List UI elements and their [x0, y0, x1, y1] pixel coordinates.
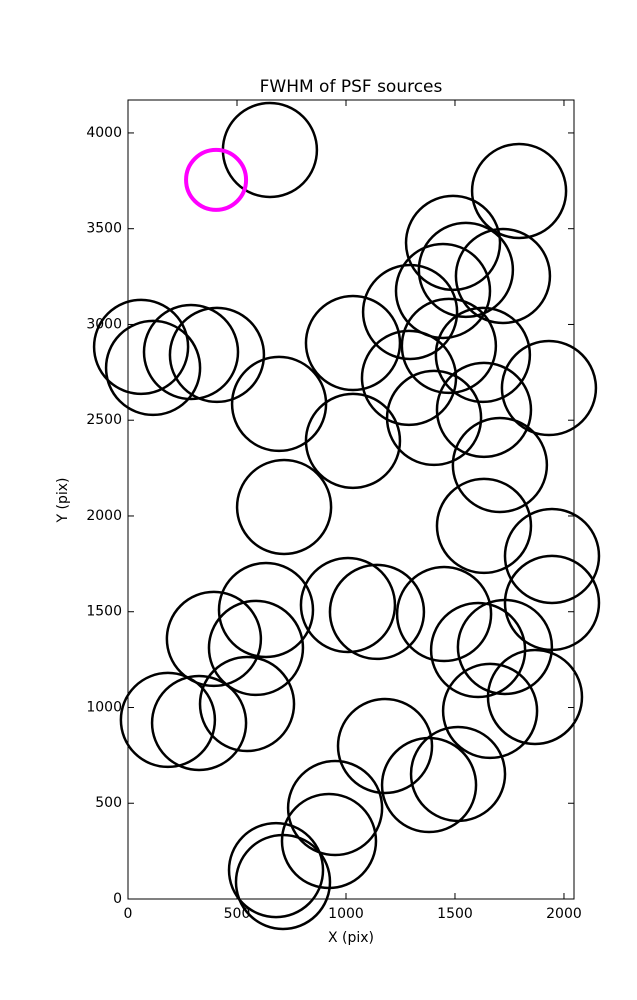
y-tick-label: 3500	[86, 221, 122, 237]
source-circle	[395, 565, 493, 663]
source-circle	[434, 306, 532, 404]
x-tick-label: 1000	[328, 906, 364, 922]
x-tick-label: 2000	[546, 906, 582, 922]
source-circle	[286, 759, 384, 857]
source-circle	[435, 477, 533, 575]
source-circle	[234, 833, 332, 931]
y-tick-label: 0	[113, 891, 122, 907]
source-circle	[230, 355, 328, 453]
source-circle	[217, 561, 315, 659]
source-circle	[451, 416, 549, 514]
y-tick-label: 2500	[86, 412, 122, 428]
source-circle	[404, 194, 502, 292]
source-circle	[336, 697, 434, 795]
source-circle	[441, 662, 539, 760]
source-circle	[104, 319, 202, 417]
source-circle	[394, 242, 492, 340]
source-circle	[304, 392, 402, 490]
x-tick-label: 1500	[437, 906, 473, 922]
y-tick-label: 2000	[86, 508, 122, 524]
source-circle	[92, 298, 190, 396]
source-circle	[486, 648, 584, 746]
source-circle	[150, 674, 248, 772]
source-circle	[456, 598, 554, 696]
y-tick-label: 500	[95, 795, 122, 811]
source-circle	[470, 142, 568, 240]
source-circle	[165, 590, 263, 688]
source-circle	[304, 294, 402, 392]
source-circle	[385, 369, 483, 467]
source-circle	[503, 507, 601, 605]
source-circle	[184, 147, 249, 212]
source-circle	[500, 339, 598, 437]
source-circle	[142, 303, 240, 401]
source-circle	[227, 821, 325, 919]
source-circle	[435, 361, 533, 459]
source-circle	[400, 297, 498, 395]
source-circle	[454, 227, 552, 325]
source-circle	[235, 458, 333, 556]
source-circle	[198, 655, 296, 753]
source-circle	[168, 306, 266, 404]
source-circle	[417, 221, 515, 319]
x-axis-label: X (pix)	[328, 930, 374, 946]
y-tick-label: 1500	[86, 604, 122, 620]
source-circle	[119, 671, 217, 769]
source-circle	[361, 263, 459, 361]
source-circle	[328, 563, 426, 661]
chart-title: FWHM of PSF sources	[260, 77, 443, 97]
source-circle	[299, 556, 397, 654]
x-tick-label: 500	[224, 906, 251, 922]
x-tick-label: 0	[124, 906, 133, 922]
source-circle	[360, 329, 458, 427]
y-tick-label: 3000	[86, 316, 122, 332]
source-circle	[380, 736, 478, 834]
y-tick-label: 4000	[86, 125, 122, 141]
y-tick-label: 1000	[86, 699, 122, 715]
plot-frame	[127, 99, 575, 900]
source-circle	[207, 599, 305, 697]
y-axis-label: Y (pix)	[55, 478, 71, 524]
